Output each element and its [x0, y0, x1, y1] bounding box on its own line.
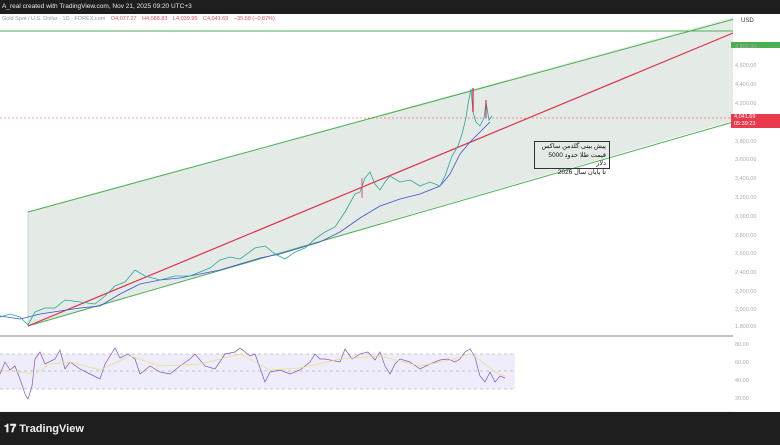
price-tick: 3,000.00	[735, 214, 757, 220]
change-value: −35.58 (−0.87%)	[233, 16, 275, 22]
currency-label: USD	[741, 18, 754, 24]
trend-line	[27, 32, 734, 327]
price-tick: 2,000.00	[735, 307, 757, 313]
price-tick: 4,800.00	[735, 44, 757, 50]
chart-area[interactable]: Gold Spot / U.S. Dollar · 1D · FOREX.com…	[0, 14, 780, 412]
target-price-tag	[731, 42, 780, 48]
high-value: H4,088.83	[142, 16, 168, 22]
price-tick: 3,600.00	[735, 157, 757, 163]
rsi-tick: 20.00	[735, 396, 749, 402]
annotation-line-3: تا پایان سال 2026	[557, 168, 606, 176]
channel-upper-line	[27, 14, 755, 213]
rsi-ma-line	[0, 353, 506, 377]
rsi-tick: 80.00	[735, 342, 749, 348]
open-value: O4,077.27	[110, 16, 137, 22]
price-tick: 4,400.00	[735, 82, 757, 88]
tv-icon: 𝟏𝟕	[4, 423, 20, 435]
price-tick: 4,600.00	[735, 63, 757, 69]
price-chart-svg	[0, 14, 755, 412]
tradingview-logo[interactable]: 𝟏𝟕 TradingView	[4, 423, 84, 436]
price-tick: 2,400.00	[735, 270, 757, 276]
price-tick: 2,800.00	[735, 233, 757, 239]
price-tick: 3,800.00	[735, 139, 757, 145]
price-axis[interactable]	[733, 14, 780, 412]
price-tick: 3,200.00	[735, 195, 757, 201]
ohlc-legend: Gold Spot / U.S. Dollar · 1D · FOREX.com…	[2, 16, 275, 22]
low-value: L4,039.95	[172, 16, 198, 22]
brand-name: TradingView	[19, 423, 84, 435]
ma-line	[0, 121, 491, 320]
symbol-name: Gold Spot / U.S. Dollar · 1D · FOREX.com	[2, 16, 106, 22]
annotation-line-1: پیش بینی گلدمن ساکس	[541, 143, 606, 150]
rsi-tick: 40.00	[735, 378, 749, 384]
channel-fill	[28, 14, 745, 326]
rsi-tick: 60.00	[735, 360, 749, 366]
price-tick: 3,400.00	[735, 176, 757, 182]
current-price: 4,041.69	[734, 114, 756, 120]
forecast-annotation[interactable]: پیش بینی گلدمن ساکس قیمت طلا حدود 5000 د…	[534, 141, 610, 176]
annotation-line-2: قیمت طلا حدود 5000 دلار	[548, 151, 606, 168]
price-tick: 2,200.00	[735, 289, 757, 295]
rsi-line	[0, 347, 506, 400]
price-tick: 4,200.00	[735, 101, 757, 107]
channel-lower-line	[27, 119, 741, 327]
close-value: C4,041.69	[202, 16, 229, 22]
price-tick: 2,600.00	[735, 251, 757, 257]
price-line	[0, 88, 493, 326]
bar-countdown: 05:39:23	[734, 121, 756, 127]
rsi-band	[0, 354, 515, 389]
current-price-tag: 4,041.69 05:39:23	[731, 114, 780, 128]
footer-bar: 𝟏𝟕 TradingView	[0, 412, 780, 445]
price-tick: 1,800.00	[735, 324, 757, 330]
export-header: A_real created with TradingView.com, Nov…	[0, 0, 780, 14]
